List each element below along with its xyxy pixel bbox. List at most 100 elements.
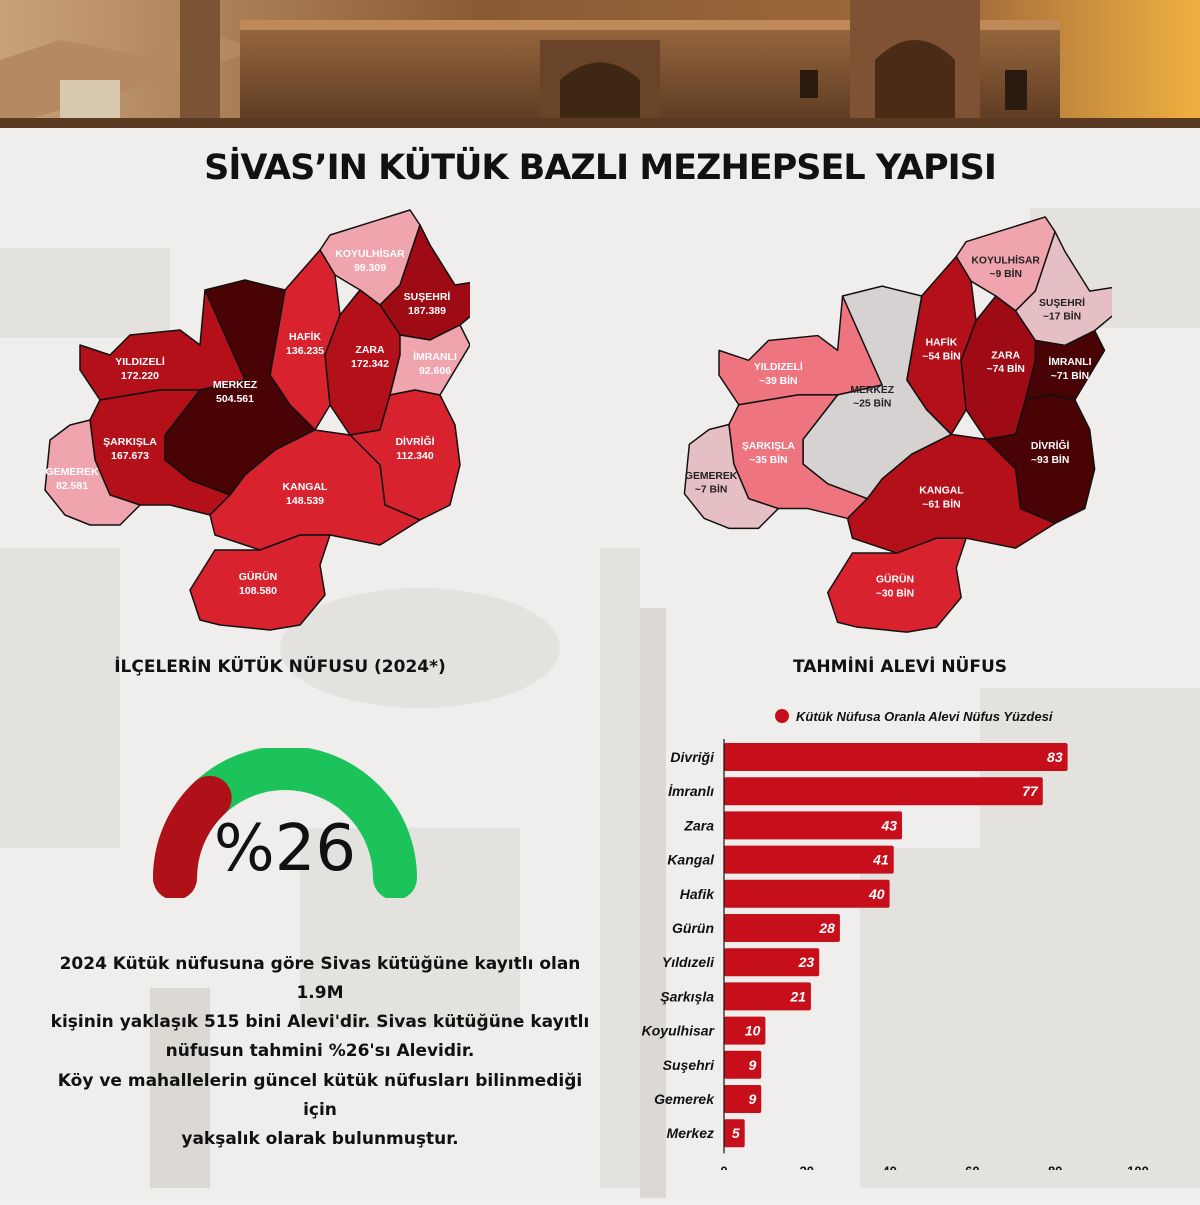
district-name-label: MERKEZ (213, 379, 258, 391)
district-gemerek (683, 423, 780, 530)
district-gurun (189, 534, 331, 631)
summary-line-4: Köy ve mahallelerin güncel kütük nüfusla… (57, 1071, 583, 1120)
category-label: İmranlı (668, 783, 714, 799)
gauge-value-label: %26 (213, 812, 357, 886)
district-name-label: GÜRÜN (239, 570, 278, 583)
bar-value-label: 28 (818, 920, 835, 936)
summary-line-5: yakşalık olarak bulunmuştur. (181, 1129, 459, 1149)
district-name-label: YILDIZELİ (115, 355, 165, 368)
category-label: Kangal (667, 852, 715, 868)
bar-value-label: 83 (1047, 749, 1063, 765)
district-value-label: 136.235 (286, 345, 324, 357)
district-name-label: YILDIZELİ (754, 360, 803, 373)
x-tick-label: 60 (965, 1163, 979, 1170)
population-map: KOYULHİSAR 99.309 SUŞEHRİ 187.389 HAFİK 136.2… (44, 209, 470, 631)
bar (724, 914, 840, 942)
district-value-label: 187.389 (408, 305, 446, 317)
background-city-image (0, 128, 1200, 1200)
district-imranli (389, 324, 470, 396)
district-value-label: 504.561 (216, 393, 254, 405)
district-value-label: ~9 BİN (989, 267, 1022, 280)
bar (724, 982, 811, 1011)
bar (724, 811, 903, 840)
district-value-label: 167.673 (111, 450, 149, 462)
district-value-label: ~17 BİN (1043, 310, 1081, 323)
district-name-label: HAFİK (289, 330, 321, 343)
x-tick-label: 0 (720, 1163, 727, 1170)
district-value-label: 172.220 (121, 370, 159, 382)
x-tick-label: 40 (882, 1163, 896, 1170)
district-name-label: GÜRÜN (876, 573, 914, 586)
category-label: Hafik (680, 886, 715, 902)
bar (724, 743, 1068, 771)
district-name-label: ZARA (991, 350, 1020, 361)
district-name-label: KOYULHİSAR (335, 247, 405, 260)
district-value-label: ~25 BİN (853, 397, 891, 410)
category-label: Gürün (672, 920, 714, 936)
district-value-label: 99.309 (354, 262, 386, 274)
district-name-label: ZARA (355, 344, 385, 356)
district-value-label: ~54 BİN (922, 349, 960, 362)
gauge-fill (153, 775, 232, 898)
legend-label: Kütük Nüfusa Oranla Alevi Nüfus Yüzdesi (796, 709, 1053, 724)
district-name-label: ŞARKIŞLA (103, 436, 157, 448)
summary-paragraph-2: Köy ve mahallelerin güncel kütük nüfusla… (40, 1067, 600, 1154)
district-kangal (846, 433, 1056, 554)
bar-value-label: 77 (1022, 783, 1039, 799)
district-value-label: 92.606 (419, 365, 451, 377)
alevi-population-map: KOYULHİSAR~9 BİN SUŞEHRİ~17 BİN HAFİK~54 B… (683, 216, 1112, 633)
legend-marker (775, 709, 789, 723)
district-value-label: 172.342 (351, 358, 389, 370)
bar-value-label: 10 (745, 1023, 761, 1039)
district-value-label: ~30 BİN (876, 587, 914, 600)
district-name-label: ŞARKIŞLA (742, 441, 795, 452)
district-name-label: GEMEREK (685, 471, 738, 482)
district-gemerek (44, 419, 141, 526)
district-name-label: GEMEREK (45, 466, 99, 478)
district-value-label: 112.340 (396, 450, 434, 462)
district-name-label: DİVRİĞİ (1031, 439, 1070, 452)
header-banner-image (0, 0, 1200, 128)
category-label: Şarkışla (660, 988, 714, 1004)
category-label: Suşehri (663, 1057, 715, 1073)
district-kangal (209, 429, 421, 551)
district-name-label: SUŞEHRİ (404, 290, 451, 303)
bar (724, 845, 894, 874)
bar (724, 879, 890, 908)
district-name-label: İMRANLI (1048, 355, 1091, 368)
page-title: SİVAS’IN KÜTÜK BAZLI MEZHEPSEL YAPISI (204, 148, 997, 188)
x-tick-label: 20 (800, 1163, 814, 1170)
population-map-caption: İLÇELERİN KÜTÜK NÜFUSU (2024*) (114, 657, 446, 677)
x-tick-label: 100 (1127, 1163, 1149, 1170)
district-name-label: KANGAL (919, 486, 964, 497)
district-name-label: MERKEZ (850, 385, 894, 396)
bar-value-label: 43 (880, 817, 897, 833)
district-name-label: KANGAL (283, 481, 328, 493)
category-label: Yıldızeli (662, 954, 715, 970)
district-gurun (827, 537, 967, 633)
district-name-label: KOYULHİSAR (971, 253, 1040, 266)
bar-value-label: 9 (748, 1057, 756, 1073)
category-label: Gemerek (654, 1091, 715, 1107)
category-label: Koyulhisar (642, 1023, 716, 1039)
category-label: Zara (683, 817, 714, 833)
district-value-label: ~35 BİN (749, 453, 787, 466)
bar (724, 1016, 766, 1045)
district-value-label: ~74 BİN (987, 362, 1025, 375)
district-name-label: DİVRİĞİ (395, 435, 434, 448)
bar (724, 777, 1043, 806)
bar (724, 1085, 762, 1113)
bar-value-label: 41 (872, 852, 889, 868)
summary-line-2: kişinin yaklaşık 515 bini Alevi'dir. Siv… (50, 1012, 590, 1032)
bar-value-label: 9 (748, 1091, 756, 1107)
bar-value-label: 23 (798, 954, 815, 970)
percentage-gauge (153, 748, 417, 898)
district-value-label: 82.581 (56, 480, 88, 492)
summary-paragraph-1: 2024 Kütük nüfusuna göre Sivas kütüğüne … (40, 950, 600, 1066)
alevi-percentage-bar-chart: Kütük Nüfusa Oranla Alevi Nüfus Yüzdesi D… (642, 709, 1149, 1170)
bar-value-label: 5 (732, 1125, 740, 1141)
summary-line-3: nüfusun tahmini %26'sı Alevidir. (165, 1041, 475, 1061)
district-value-label: ~39 BİN (759, 374, 797, 387)
district-value-label: 108.580 (239, 585, 277, 597)
category-label: Divriği (670, 749, 715, 765)
